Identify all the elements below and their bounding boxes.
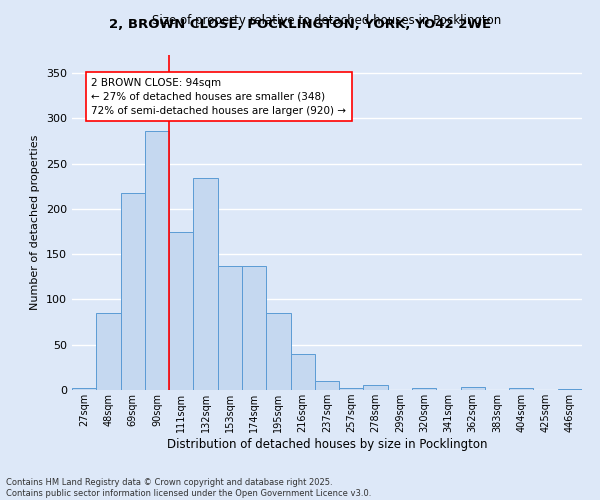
Text: 2, BROWN CLOSE, POCKLINGTON, YORK, YO42 2WE: 2, BROWN CLOSE, POCKLINGTON, YORK, YO42 … bbox=[109, 18, 491, 30]
Bar bbox=[193, 178, 218, 390]
Bar bbox=[169, 232, 193, 390]
Text: 2 BROWN CLOSE: 94sqm
← 27% of detached houses are smaller (348)
72% of semi-deta: 2 BROWN CLOSE: 94sqm ← 27% of detached h… bbox=[91, 78, 346, 116]
Bar bbox=[558, 389, 582, 390]
Bar bbox=[412, 388, 436, 390]
Bar bbox=[242, 266, 266, 390]
Bar bbox=[266, 313, 290, 390]
Bar bbox=[339, 388, 364, 390]
Bar bbox=[509, 388, 533, 390]
Bar bbox=[72, 388, 96, 390]
Bar bbox=[218, 266, 242, 390]
X-axis label: Distribution of detached houses by size in Pocklington: Distribution of detached houses by size … bbox=[167, 438, 487, 451]
Bar bbox=[145, 131, 169, 390]
Y-axis label: Number of detached properties: Number of detached properties bbox=[31, 135, 40, 310]
Bar bbox=[290, 354, 315, 390]
Bar bbox=[364, 386, 388, 390]
Title: Size of property relative to detached houses in Pocklington: Size of property relative to detached ho… bbox=[152, 14, 502, 28]
Bar bbox=[461, 388, 485, 390]
Bar bbox=[121, 192, 145, 390]
Bar bbox=[96, 313, 121, 390]
Text: Contains HM Land Registry data © Crown copyright and database right 2025.
Contai: Contains HM Land Registry data © Crown c… bbox=[6, 478, 371, 498]
Bar bbox=[315, 381, 339, 390]
